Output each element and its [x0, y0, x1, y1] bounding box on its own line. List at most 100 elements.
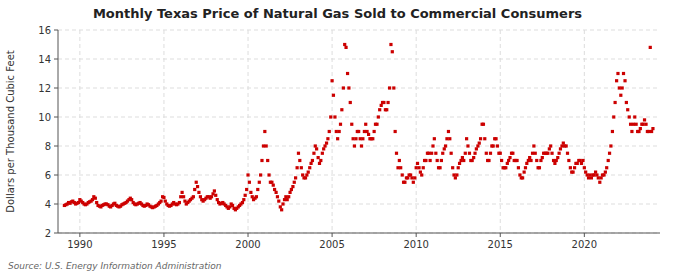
x-tick-label: 2020	[572, 239, 597, 250]
point	[249, 191, 252, 194]
point	[473, 152, 476, 155]
point	[458, 162, 461, 165]
grid-line-x	[584, 30, 585, 233]
grid-line-y	[58, 30, 660, 31]
point	[571, 171, 574, 174]
point	[326, 137, 329, 140]
point	[286, 198, 289, 201]
point	[504, 166, 507, 169]
y-tick-label: 6	[45, 170, 51, 181]
point	[291, 185, 294, 188]
x-axis-line	[58, 233, 660, 234]
point	[615, 79, 618, 82]
grid	[58, 30, 660, 233]
point	[647, 130, 650, 133]
y-tick-label: 14	[38, 54, 51, 65]
point	[605, 166, 608, 169]
point	[329, 115, 332, 118]
point	[270, 181, 273, 184]
point	[430, 152, 433, 155]
point	[365, 130, 368, 133]
point	[517, 166, 520, 169]
point	[429, 159, 432, 162]
grid-line-y	[58, 146, 660, 147]
point	[364, 123, 367, 126]
point	[290, 188, 293, 191]
point	[199, 195, 202, 198]
point	[471, 159, 474, 162]
point	[319, 159, 322, 162]
point	[315, 147, 318, 150]
point	[267, 173, 270, 176]
point	[298, 159, 301, 162]
point	[496, 144, 499, 147]
point	[550, 152, 553, 155]
grid-line-x	[332, 30, 333, 233]
grid-line-x	[416, 30, 417, 233]
point	[587, 176, 590, 179]
point	[528, 156, 531, 159]
point	[588, 173, 591, 176]
point	[569, 166, 572, 169]
point	[241, 201, 244, 204]
point	[649, 46, 652, 49]
point	[515, 159, 518, 162]
point	[566, 152, 569, 155]
point	[573, 166, 576, 169]
point	[196, 185, 199, 188]
point	[179, 195, 182, 198]
point	[308, 166, 311, 169]
point	[244, 194, 247, 197]
grid-line-y	[58, 233, 660, 234]
point	[412, 181, 415, 184]
x-tick	[500, 233, 501, 237]
point	[382, 101, 385, 104]
y-tick	[54, 117, 58, 118]
point	[462, 159, 465, 162]
point	[511, 152, 514, 155]
point	[611, 130, 614, 133]
y-tick	[54, 233, 58, 234]
point	[565, 144, 568, 147]
point	[399, 166, 402, 169]
point	[297, 152, 300, 155]
y-tick-label: 12	[38, 83, 51, 94]
x-tick-label: 1990	[67, 239, 92, 250]
grid-line-y	[58, 88, 660, 89]
point	[604, 171, 607, 174]
point	[231, 204, 234, 207]
point	[378, 108, 381, 111]
point	[500, 159, 503, 162]
point	[91, 198, 94, 201]
point	[478, 142, 481, 145]
point	[287, 195, 290, 198]
point	[293, 181, 296, 184]
point	[630, 130, 633, 133]
point	[332, 94, 335, 97]
point	[633, 115, 636, 118]
point	[395, 152, 398, 155]
point	[251, 195, 254, 198]
point	[443, 147, 446, 150]
point	[296, 166, 299, 169]
point	[403, 181, 406, 184]
point	[183, 200, 186, 203]
x-tick	[416, 233, 417, 237]
point	[639, 127, 642, 130]
point	[256, 188, 259, 191]
grid-line-x	[248, 30, 249, 233]
point	[415, 166, 418, 169]
point	[409, 173, 412, 176]
point	[347, 86, 350, 89]
x-tick-label: 1995	[151, 239, 176, 250]
point	[506, 162, 509, 165]
point	[567, 159, 570, 162]
point	[394, 130, 397, 133]
point	[276, 195, 279, 198]
point	[436, 159, 439, 162]
y-tick	[54, 88, 58, 89]
point	[440, 159, 443, 162]
x-tick	[332, 233, 333, 237]
point	[595, 173, 598, 176]
point	[438, 166, 441, 169]
